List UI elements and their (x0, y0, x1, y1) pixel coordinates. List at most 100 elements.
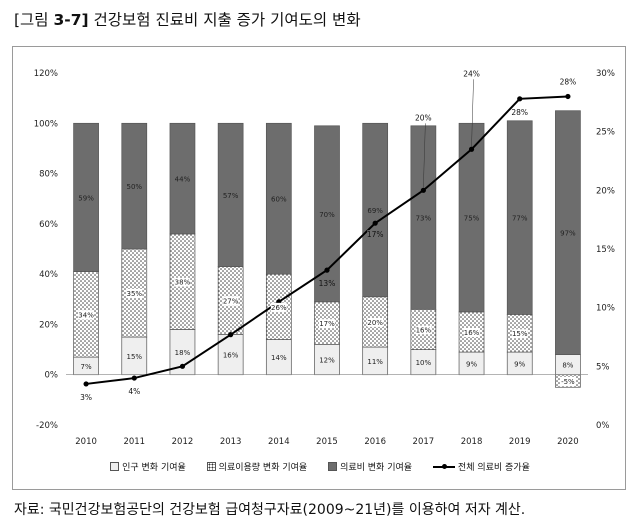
label-halo (463, 327, 480, 337)
line-total-growth-label: 28% (560, 77, 577, 86)
y-right-tick-label: 10% (596, 304, 615, 314)
y-left-tick-label: -20% (36, 421, 58, 431)
label-halo (222, 296, 239, 306)
chart-legend: 인구 변화 기여율 의료이용량 변화 기여율 의료비 변화 기여율 전체 의료비… (0, 460, 640, 474)
y-right-tick-label: 0% (596, 421, 610, 431)
bar-price-label: 75% (464, 215, 480, 223)
bar-price (169, 122, 196, 235)
legend-item-population: 인구 변화 기여율 (110, 460, 186, 473)
bar-price (555, 110, 581, 355)
label-halo (126, 289, 143, 298)
point-total-growth (228, 332, 234, 338)
bar-utilization (410, 308, 437, 350)
bar-utilization-label: 38% (175, 279, 191, 287)
bar-population-label: 10% (416, 359, 432, 367)
label-halo (270, 302, 287, 312)
label-halo (367, 230, 384, 240)
bar-utilization-label: 26% (271, 304, 287, 312)
bar-population-label: 15% (126, 353, 142, 361)
bar-population (314, 344, 340, 376)
bar-price-label: 57% (223, 192, 239, 200)
bar-price (362, 122, 389, 298)
line-total-growth-label: 3% (80, 393, 92, 402)
bar-price-label: 50% (126, 183, 142, 191)
label-halo (319, 279, 335, 289)
label-halo (319, 319, 335, 329)
bar-population (217, 334, 244, 376)
bar-utilization-label: 15% (512, 330, 528, 338)
bar-price (217, 122, 244, 267)
y-left-tick-label: 0% (45, 371, 59, 381)
bar-price-label: 97% (560, 230, 576, 238)
y-right-tick-label: 30% (596, 69, 615, 79)
line-total-growth-label: 17% (367, 230, 384, 239)
bar-utilization-label: 16% (416, 326, 432, 334)
title-prefix: [그림 (14, 11, 54, 29)
bar-utilization-label: 16% (464, 329, 480, 337)
legend-item-utilization: 의료이용량 변화 기여율 (206, 460, 308, 473)
y-left-tick-label: 60% (39, 220, 58, 230)
bar-utilization-label: 35% (126, 290, 142, 298)
legend-swatch-population (110, 462, 120, 471)
x-tick-label: 2015 (316, 437, 338, 447)
y-right-tick-label: 15% (596, 245, 615, 255)
bar-population-label: 18% (175, 349, 191, 357)
x-tick-label: 2019 (509, 437, 531, 447)
bar-population-label: 7% (81, 363, 92, 371)
x-tick-label: 2014 (268, 437, 290, 447)
leader-line (423, 123, 426, 188)
x-tick-label: 2013 (220, 437, 242, 447)
x-tick-label: 2020 (557, 437, 579, 447)
point-total-growth (468, 146, 475, 152)
point-total-growth (517, 96, 523, 102)
line-total-growth-label: 20% (415, 113, 432, 122)
x-tick-label: 2017 (413, 437, 435, 447)
bar-price-label: 77% (512, 215, 528, 223)
point-total-growth (324, 267, 330, 273)
bar-price (410, 125, 437, 310)
bar-price (73, 122, 99, 272)
label-halo (415, 325, 432, 335)
point-total-growth (131, 375, 137, 381)
leader-line (471, 79, 474, 147)
legend-label-utilization: 의료이용량 변화 기여율 (218, 463, 308, 473)
bar-utilization-label: 17% (319, 320, 335, 328)
bar-utilization-label: -5% (561, 378, 575, 386)
bar-price-label: 69% (367, 207, 383, 215)
x-tick-label: 2016 (364, 437, 386, 447)
y-left-tick-label: 100% (34, 119, 58, 129)
bar-population (410, 349, 437, 376)
line-total-growth-label: 28% (511, 108, 528, 117)
y-left-tick-label: 80% (39, 170, 58, 180)
point-total-growth (420, 187, 426, 193)
bar-utilization-label: 27% (223, 298, 239, 306)
y-left-tick-label: 40% (39, 270, 58, 280)
bar-population-label: 8% (562, 362, 573, 370)
y-right-tick-label: 20% (596, 186, 615, 196)
y-right-tick-label: 5% (596, 362, 610, 372)
title-number: 3-7] (53, 11, 89, 29)
bar-price (506, 120, 533, 315)
legend-label-total: 전체 의료비 증가율 (457, 463, 530, 473)
label-halo (511, 329, 528, 339)
legend-swatch-utilization (206, 462, 216, 471)
legend-item-total: 전체 의료비 증가율 (432, 460, 530, 473)
bar-price-label: 60% (271, 196, 287, 204)
line-total-growth-label: 24% (463, 69, 480, 78)
x-tick-label: 2012 (172, 437, 194, 447)
x-tick-label: 2018 (461, 437, 483, 447)
bar-population (265, 339, 292, 376)
figure-title: [그림 3-7] 건강보험 진료비 지출 증가 기여도의 변화 (14, 8, 361, 30)
bar-price-label: 73% (416, 215, 432, 223)
bar-population-label: 12% (319, 357, 335, 365)
label-halo (367, 317, 384, 327)
line-total-growth-label: 13% (319, 279, 336, 288)
label-halo (78, 310, 95, 320)
y-left-tick-label: 20% (39, 320, 58, 330)
point-total-growth (372, 220, 378, 226)
y-left-tick-label: 120% (34, 69, 58, 79)
point-total-growth (83, 381, 89, 387)
bar-price (265, 122, 292, 275)
legend-swatch-total-line (432, 462, 455, 471)
